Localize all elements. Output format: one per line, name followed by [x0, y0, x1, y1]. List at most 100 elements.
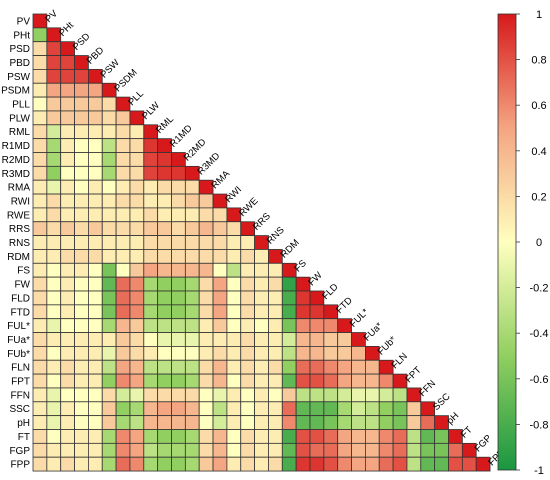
heatmap-cell-RMA-PBD: [74, 179, 89, 195]
heatmap-cell-FTD-RWI: [212, 304, 228, 320]
heatmap-cell-SSC-PHt: [46, 401, 62, 417]
heatmap-cell-FS-RML: [143, 262, 159, 278]
row-label-R2MD: R2MD: [2, 155, 30, 166]
heatmap-cell-FS-R1MD: [157, 262, 172, 278]
heatmap-cell-FS-PSD: [60, 262, 75, 278]
heatmap-cell-FT-PSW: [88, 429, 103, 444]
colorbar-tick-label: 0.2: [531, 191, 546, 203]
heatmap-cell-FPP-FUL*: [337, 456, 352, 472]
heatmap-cell-FPP-R3MD: [184, 456, 200, 472]
heatmap-cell-SSC-PLW: [129, 401, 145, 417]
heatmap-cell-FT-RMA: [198, 429, 214, 444]
heatmap-cell-FT-FUa*: [351, 429, 366, 444]
heatmap-cell-RNS-PSW: [88, 235, 103, 250]
heatmap-cell-FUb*-RRS: [240, 345, 256, 361]
heatmap-cell-FTD-FW: [295, 304, 311, 320]
heatmap-cell-FGP-FLD: [309, 442, 325, 458]
heatmap-cell-FW-PSW: [88, 276, 103, 292]
heatmap-cell-FGP-FUa*: [351, 442, 366, 458]
heatmap-cell-FUa*-RML: [143, 332, 159, 347]
heatmap-cell-FTD-R1MD: [157, 304, 172, 320]
heatmap-cell-FPP-RDM: [268, 456, 283, 472]
heatmap-cell-FFN-R2MD: [171, 387, 186, 403]
heatmap-cell-FT-PBD: [74, 429, 89, 444]
heatmap-cell-FS-PLW: [129, 262, 145, 278]
diag-label-FUb*: FUb*: [376, 334, 399, 357]
heatmap-cell-FUa*-FLD: [309, 332, 325, 347]
heatmap-cell-FFN-PSW: [88, 387, 103, 403]
heatmap-cell-RMA-R1MD: [157, 179, 172, 195]
heatmap-cell-RDM-RWE: [226, 249, 242, 264]
heatmap-cell-FFN-FUb*: [364, 387, 380, 403]
row-label-PLW: PLW: [9, 113, 30, 124]
heatmap-cell-FLN-R1MD: [157, 359, 172, 375]
heatmap-cell-RDM-PLW: [129, 249, 145, 264]
heatmap-cell-pH-RDM: [268, 415, 283, 430]
heatmap-cell-RDM-RWI: [212, 249, 228, 264]
heatmap-cell-R2MD-PLW: [129, 152, 145, 167]
heatmap-cell-RDM-PHt: [46, 249, 62, 264]
heatmap-cell-FT-RDM: [268, 429, 283, 444]
colorbar-tick-label: -0.4: [530, 328, 549, 340]
row-label-PHt: PHt: [13, 30, 30, 41]
heatmap-cell-pH-PLW: [129, 415, 145, 430]
heatmap-cell-FW-RWE: [226, 276, 242, 292]
heatmap-cell-PLL-PSD: [60, 96, 75, 112]
heatmap-cell-FGP-FLN: [378, 442, 394, 458]
row-label-FS: FS: [17, 266, 30, 277]
heatmap-cell-FT-PSDM: [101, 429, 117, 444]
heatmap-cell-FPT-RMA: [198, 373, 214, 389]
heatmap-cell-FT-PLL: [115, 429, 131, 444]
heatmap-cell-FFN-PSD: [60, 387, 75, 403]
heatmap-cell-FUL*-RWI: [212, 318, 228, 333]
heatmap-cell-FGP-PHt: [46, 442, 62, 458]
heatmap-cell-FTD-RRS: [240, 304, 256, 320]
heatmap-cell-FPT-FUa*: [351, 373, 366, 389]
heatmap-cell-PBD-PV: [32, 55, 48, 70]
heatmap-cell-SSC-FUb*: [364, 401, 380, 417]
colorbar-tick-label: 0.8: [531, 55, 546, 67]
heatmap-cell-FFN-FLN: [378, 387, 394, 403]
heatmap-cell-FLN-PSD: [60, 359, 75, 375]
heatmap-cell-FPP-RML: [143, 456, 159, 472]
heatmap-cell-pH-FUb*: [364, 415, 380, 430]
row-label-RMA: RMA: [8, 183, 31, 194]
heatmap-cell-FPP-FLN: [378, 456, 394, 472]
heatmap-cell-R3MD-PLW: [129, 165, 145, 181]
row-label-FGP: FGP: [9, 446, 30, 457]
heatmap-cell-FT-FUb*: [364, 429, 380, 444]
row-label-pH: pH: [17, 418, 30, 429]
heatmap-cell-pH-PSDM: [101, 415, 117, 430]
heatmap-cell-FLN-FLD: [309, 359, 325, 375]
heatmap-cell-FGP-FTD: [323, 442, 339, 458]
heatmap-cell-R2MD-PBD: [74, 152, 89, 167]
heatmap-cell-FPP-FLD: [309, 456, 325, 472]
heatmap-cell-PSDM-PSD: [60, 82, 75, 98]
heatmap-cell-FUL*-FLD: [309, 318, 325, 333]
row-label-R1MD: R1MD: [2, 141, 30, 152]
heatmap-cell-FW-PSDM: [101, 276, 117, 292]
heatmap-cell-FS-PHt: [46, 262, 62, 278]
heatmap-cell-RRS-RMA: [198, 221, 214, 237]
heatmap-cell-FPP-FTD: [323, 456, 339, 472]
heatmap-cell-FPP-FPP: [475, 456, 491, 472]
heatmap-cell-R2MD-RML: [143, 152, 159, 167]
heatmap-cell-FPT-FTD: [323, 373, 339, 389]
heatmap-cell-RWE-RMA: [198, 207, 214, 223]
heatmap-cell-FLN-RML: [143, 359, 159, 375]
heatmap-cell-RWI-PHt: [46, 193, 62, 209]
heatmap-cell-FPP-FGP: [461, 456, 477, 472]
heatmap-cell-FLN-PSW: [88, 359, 103, 375]
heatmap-cell-SSC-PBD: [74, 401, 89, 417]
heatmap-cell-FPT-PLW: [129, 373, 145, 389]
heatmap-cell-FPP-FT: [448, 456, 463, 472]
heatmap-cell-FLD-RRS: [240, 290, 256, 306]
row-label-PLL: PLL: [12, 100, 30, 111]
heatmap-cell-FT-R1MD: [157, 429, 172, 444]
heatmap-cell-pH-SSC: [420, 415, 436, 430]
heatmap-cell-RWE-PBD: [74, 207, 89, 223]
heatmap-cell-FTD-PLL: [115, 304, 131, 320]
heatmap-cell-FUL*-R3MD: [184, 318, 200, 333]
heatmap-cell-FFN-RMA: [198, 387, 214, 403]
colorbar-tick-label: -0.6: [530, 374, 549, 386]
